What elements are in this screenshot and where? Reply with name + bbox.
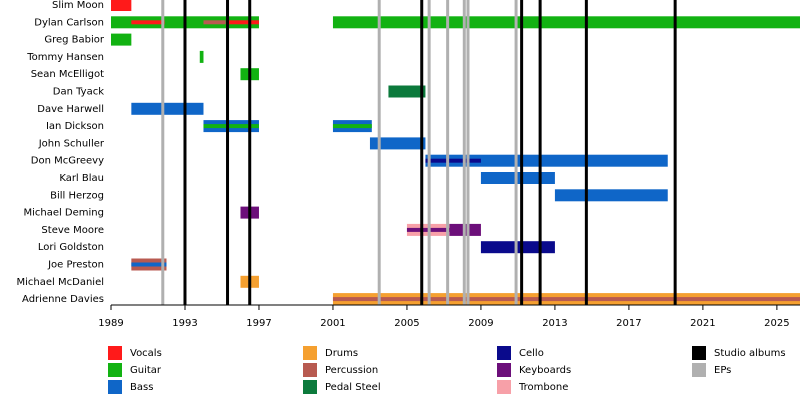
legend-label: Vocals: [130, 348, 162, 359]
member-label: John Schuller: [38, 138, 105, 149]
member-label: Dave Harwell: [37, 104, 104, 115]
member-label: Don McGreevy: [31, 156, 104, 167]
member-label: Dylan Carlson: [34, 17, 104, 28]
legend-label: Studio albums: [714, 348, 786, 359]
member-label: Michael Deming: [23, 208, 104, 219]
legend-swatch: [692, 346, 706, 360]
role-bar: [480, 172, 555, 184]
role-stripe: [203, 124, 259, 129]
legend-swatch: [497, 363, 511, 377]
member-label: Michael McDaniel: [17, 277, 104, 288]
role-stripe: [425, 158, 481, 163]
x-tick-label: 2017: [616, 318, 641, 329]
legend-swatch: [108, 380, 122, 394]
x-tick-label: 1993: [172, 318, 197, 329]
role-bar: [369, 137, 426, 150]
role-stripe: [227, 20, 259, 25]
legend-label: Pedal Steel: [325, 382, 381, 393]
member-label: Karl Blau: [59, 173, 104, 184]
x-tick-label: 2013: [542, 318, 567, 329]
legend-label: Drums: [325, 348, 358, 359]
x-tick-label: 2021: [690, 318, 715, 329]
legend-label: Cello: [519, 348, 544, 359]
legend-swatch: [692, 363, 706, 377]
member-label: Sean McElligot: [31, 69, 104, 80]
role-stripe: [203, 20, 226, 25]
x-tick-label: 1989: [98, 318, 123, 329]
x-tick-label: 2025: [764, 318, 789, 329]
role-stripe: [131, 262, 167, 267]
member-label: Dan Tyack: [53, 87, 104, 98]
role-stripe: [332, 124, 372, 129]
member-label: Tommy Hansen: [26, 52, 104, 63]
role-bar: [388, 85, 426, 98]
x-tick-label: 2001: [320, 318, 345, 329]
legend-label: EPs: [714, 365, 731, 376]
legend-label: Trombone: [518, 382, 568, 393]
member-label: Ian Dickson: [46, 121, 104, 132]
member-label: Slim Moon: [52, 0, 104, 11]
legend-swatch: [497, 380, 511, 394]
legend-swatch: [303, 346, 317, 360]
role-bar: [554, 189, 668, 202]
legend-label: Bass: [130, 382, 153, 393]
role-stripe: [131, 20, 165, 25]
legend-label: Percussion: [325, 365, 378, 376]
legend-swatch: [108, 346, 122, 360]
legend-swatch: [108, 363, 122, 377]
role-bar: [332, 16, 800, 29]
legend-swatch: [497, 346, 511, 360]
role-bar: [425, 154, 668, 167]
x-tick-label: 2005: [394, 318, 419, 329]
x-tick-label: 1997: [246, 318, 271, 329]
legend-swatch: [303, 380, 317, 394]
member-label: Greg Babior: [44, 35, 105, 46]
role-bar: [111, 0, 132, 11]
legend-swatch: [303, 363, 317, 377]
role-bar: [199, 50, 204, 63]
member-label: Bill Herzog: [50, 190, 104, 201]
member-label: Lori Goldston: [38, 242, 104, 253]
role-bar: [480, 241, 555, 254]
role-bar: [111, 33, 132, 46]
x-tick-label: 2009: [468, 318, 493, 329]
role-stripe: [332, 297, 800, 302]
member-label: Joe Preston: [47, 260, 104, 271]
legend-label: Keyboards: [519, 365, 571, 376]
member-label: Adrienne Davies: [22, 294, 104, 305]
member-label: Steve Moore: [41, 225, 104, 236]
legend-label: Guitar: [130, 365, 162, 376]
role-bar: [131, 102, 204, 115]
